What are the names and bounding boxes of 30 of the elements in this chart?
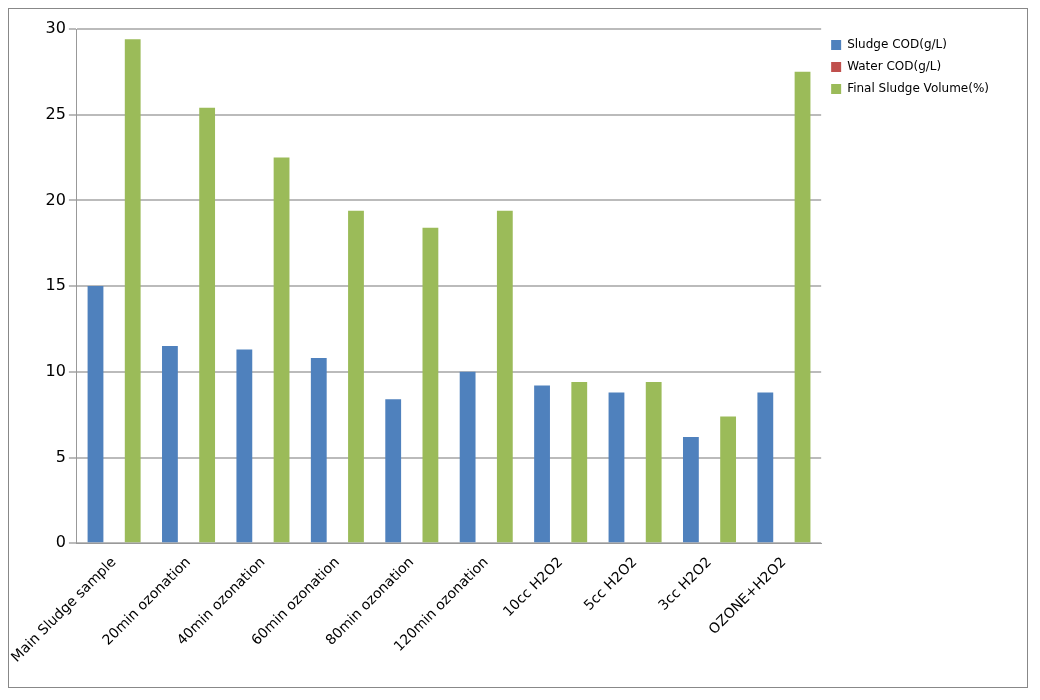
legend-label: Water COD(g/L)	[847, 59, 942, 74]
bar	[571, 382, 588, 543]
y-tick-label: 5	[55, 446, 66, 466]
bar	[645, 382, 662, 543]
y-tick-label: 15	[45, 275, 66, 295]
bar	[162, 346, 178, 543]
bar	[459, 371, 476, 543]
bar	[720, 416, 737, 543]
bar	[496, 210, 513, 543]
y-tick-label: 25	[45, 103, 66, 123]
y-tick-label: 20	[45, 189, 66, 209]
bar	[236, 349, 253, 543]
legend-label: Final Sludge Volume(%)	[847, 81, 989, 96]
bar	[422, 227, 439, 543]
bar	[534, 385, 550, 543]
bar	[757, 392, 774, 543]
y-tick-label: 0	[55, 532, 66, 552]
bar	[199, 107, 216, 543]
bar	[87, 286, 104, 543]
bar	[794, 71, 811, 543]
legend-label: Sludge COD(g/L)	[847, 37, 947, 52]
y-tick-label: 30	[45, 18, 66, 38]
bar	[608, 392, 625, 543]
bar	[682, 436, 699, 543]
bar	[273, 157, 290, 543]
bar	[385, 399, 402, 543]
y-tick-label: 10	[45, 360, 66, 380]
bar	[310, 358, 327, 543]
bar	[348, 210, 364, 543]
bar	[124, 39, 141, 543]
